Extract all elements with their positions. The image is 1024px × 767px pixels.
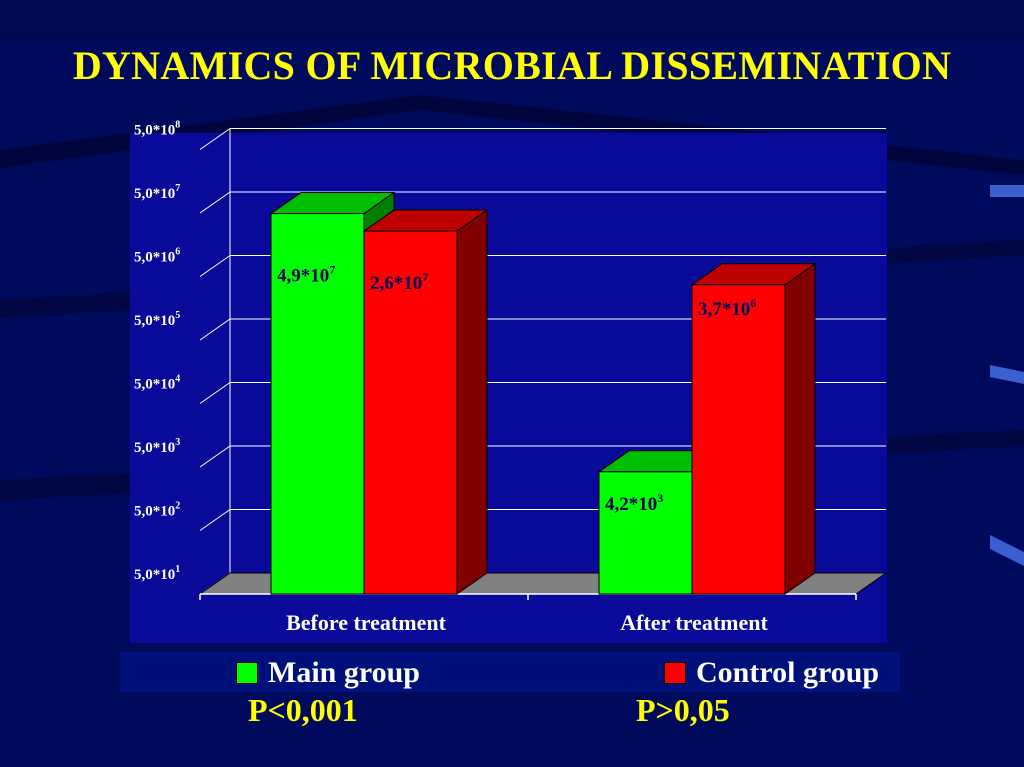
y-tick-label: 5,0*105 bbox=[134, 310, 180, 329]
grid-line-diagonal bbox=[199, 382, 231, 404]
legend-swatch-main-group bbox=[236, 662, 258, 684]
decor-stripe bbox=[990, 535, 1024, 566]
grid-line-diagonal bbox=[199, 509, 231, 531]
grid-line-diagonal bbox=[199, 255, 231, 277]
y-tick-label: 5,0*101 bbox=[134, 564, 180, 583]
grid-line-diagonal bbox=[199, 445, 231, 468]
y-tick-label: 5,0*106 bbox=[134, 247, 180, 266]
data-label: 2,6*107 bbox=[370, 270, 428, 294]
legend-label-main-group: Main group bbox=[268, 656, 420, 689]
bars bbox=[269, 191, 817, 595]
p-value-main: P<0,001 bbox=[248, 692, 358, 728]
y-tick-label: 5,0*102 bbox=[134, 501, 180, 520]
y-tick-label: 5,0*107 bbox=[134, 183, 180, 202]
data-label: 4,9*107 bbox=[277, 263, 335, 287]
legend-item-control-group: Control group bbox=[664, 656, 879, 690]
y-tick-label: 5,0*108 bbox=[134, 120, 180, 139]
decor-stripe bbox=[990, 365, 1024, 384]
legend-label-control-group: Control group bbox=[696, 656, 880, 689]
decor-stripe bbox=[990, 185, 1024, 197]
p-value-control: P>0,05 bbox=[636, 692, 730, 728]
category-label: Before treatment bbox=[286, 610, 447, 635]
category-labels: Before treatment After treatment bbox=[286, 610, 768, 635]
grid-line-diagonal bbox=[199, 128, 231, 150]
data-label: 4,2*103 bbox=[605, 491, 663, 515]
grid-line-diagonal bbox=[199, 318, 231, 341]
data-label: 3,7*106 bbox=[698, 296, 756, 320]
slide-title: DYNAMICS OF MICROBIAL DISSEMINATION bbox=[72, 43, 952, 88]
grid-line-diagonal bbox=[199, 191, 231, 214]
bar-control-group bbox=[690, 262, 817, 595]
category-label: After treatment bbox=[620, 610, 768, 635]
legend: Main group Control group bbox=[120, 652, 900, 692]
data-labels: 4,9*107 2,6*107 4,2*103 3,7*106 bbox=[277, 263, 756, 515]
y-tick-labels: 5,0*101 5,0*102 5,0*103 5,0*104 5,0*105 5,0*1… bbox=[134, 120, 180, 584]
bar-control-group bbox=[362, 209, 489, 595]
legend-swatch-control-group bbox=[664, 662, 686, 684]
y-tick-label: 5,0*103 bbox=[134, 437, 180, 456]
legend-item-main-group: Main group bbox=[236, 656, 420, 690]
y-tick-label: 5,0*104 bbox=[134, 374, 180, 393]
